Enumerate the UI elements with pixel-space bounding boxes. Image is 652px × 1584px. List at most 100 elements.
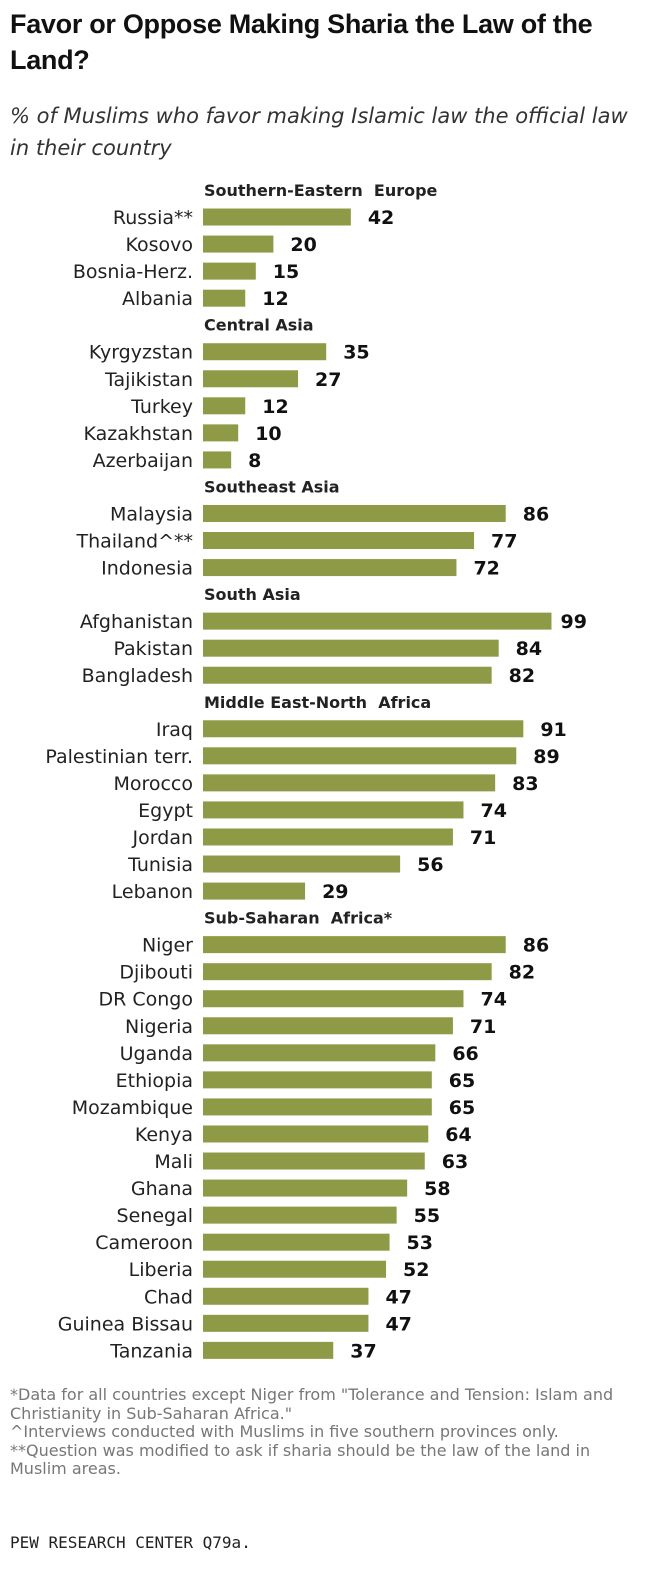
bar <box>203 1260 387 1278</box>
footnotes: *Data for all countries except Niger fro… <box>10 1385 640 1479</box>
category-label: Kazakhstan <box>84 423 193 445</box>
data-label: 86 <box>523 503 549 525</box>
category-label: Palestinian terr. <box>45 746 193 768</box>
category-label: Iraq <box>156 719 193 741</box>
bar <box>203 1071 432 1089</box>
category-label: Chad <box>144 1286 193 1308</box>
bar <box>203 1098 432 1116</box>
bar <box>203 1017 453 1035</box>
category-label: Kenya <box>135 1124 193 1146</box>
data-label: 65 <box>449 1097 475 1119</box>
chart-title: Favor or Oppose Making Sharia the Law of… <box>10 9 593 75</box>
data-label: 77 <box>491 531 517 553</box>
category-label: Djibouti <box>119 962 193 984</box>
category-label: Azerbaijan <box>93 450 193 472</box>
bar <box>203 855 401 873</box>
bar <box>203 1287 369 1305</box>
group-header: Sub-Saharan Africa* <box>204 909 393 928</box>
category-label: Cameroon <box>95 1232 193 1254</box>
data-label: 65 <box>449 1070 475 1092</box>
data-label: 71 <box>470 1016 496 1038</box>
data-label: 20 <box>290 234 316 256</box>
category-label: Tajikistan <box>104 369 193 391</box>
group-header: Central Asia <box>204 316 314 335</box>
category-label: Kosovo <box>125 234 193 256</box>
bar <box>203 1152 425 1170</box>
data-label: 27 <box>315 369 341 391</box>
data-label: 37 <box>350 1340 376 1362</box>
data-label: 10 <box>255 423 281 445</box>
bar <box>203 532 475 550</box>
bar <box>203 1341 334 1359</box>
bar <box>203 1206 397 1224</box>
bar <box>203 990 464 1008</box>
footnote-question-modified: **Question was modified to ask if sharia… <box>10 1440 591 1478</box>
bar <box>203 1314 369 1332</box>
category-label: Thailand^** <box>75 531 193 553</box>
data-label: 42 <box>368 207 394 229</box>
data-label: 58 <box>424 1178 450 1200</box>
bar <box>203 289 246 307</box>
data-label: 64 <box>445 1124 471 1146</box>
data-label: 74 <box>480 800 506 822</box>
footnote-thailand: ^Interviews conducted with Muslims in fi… <box>10 1422 559 1441</box>
category-label: DR Congo <box>99 989 194 1011</box>
chart-subtitle: % of Muslims who favor making Islamic la… <box>10 104 628 160</box>
bar <box>203 559 457 577</box>
category-label: Tanzania <box>109 1340 193 1362</box>
data-label: 91 <box>540 719 566 741</box>
source-line: PEW RESEARCH CENTER Q79a. <box>10 1533 251 1552</box>
category-label: Uganda <box>120 1043 193 1065</box>
bar-chart: Southern-Eastern Europe Russia** 42 Kosovo 2… <box>45 181 587 1362</box>
bar <box>203 451 232 469</box>
data-label: 74 <box>480 989 506 1011</box>
bar <box>203 828 453 846</box>
category-label: Guinea Bissau <box>58 1313 193 1335</box>
bar <box>203 801 464 819</box>
bar <box>203 397 246 415</box>
bar <box>203 504 506 522</box>
bar <box>203 882 306 900</box>
category-label: Mozambique <box>72 1097 193 1119</box>
data-label: 47 <box>385 1286 411 1308</box>
group-header: Middle East-North Africa <box>204 693 431 712</box>
bar <box>203 262 256 280</box>
category-label: Malaysia <box>110 503 193 525</box>
data-label: 82 <box>509 665 535 687</box>
category-label: Morocco <box>113 773 193 795</box>
bar <box>203 747 517 765</box>
group-header: South Asia <box>204 585 301 604</box>
data-label: 8 <box>248 450 261 472</box>
category-label: Egypt <box>138 800 193 822</box>
bar <box>203 774 496 792</box>
data-label: 71 <box>470 827 496 849</box>
category-label: Lebanon <box>112 881 193 903</box>
bar <box>203 720 524 738</box>
bar <box>203 208 351 226</box>
category-label: Mali <box>154 1151 193 1173</box>
group-header: Southeast Asia <box>204 477 340 496</box>
footnote-sub-saharan: *Data for all countries except Niger fro… <box>10 1385 614 1423</box>
category-label: Tunisia <box>127 854 193 876</box>
category-label: Russia** <box>113 207 193 229</box>
group-header: Southern-Eastern Europe <box>204 181 438 200</box>
category-label: Jordan <box>132 827 193 849</box>
data-label: 72 <box>473 558 499 580</box>
category-label: Liberia <box>129 1259 193 1281</box>
bar <box>203 1125 429 1143</box>
category-label: Bosnia-Herz. <box>73 261 193 283</box>
category-label: Albania <box>122 288 193 310</box>
data-label: 35 <box>343 342 369 364</box>
bar <box>203 370 299 388</box>
category-label: Bangladesh <box>82 665 193 687</box>
category-label: Turkey <box>130 396 193 418</box>
data-label: 12 <box>262 396 288 418</box>
data-label: 66 <box>452 1043 478 1065</box>
category-label: Ethiopia <box>116 1070 193 1092</box>
bar <box>203 424 239 442</box>
category-label: Kyrgyzstan <box>89 342 193 364</box>
data-label: 12 <box>262 288 288 310</box>
category-label: Nigeria <box>125 1016 193 1038</box>
data-label: 82 <box>509 962 535 984</box>
category-label: Indonesia <box>101 558 193 580</box>
